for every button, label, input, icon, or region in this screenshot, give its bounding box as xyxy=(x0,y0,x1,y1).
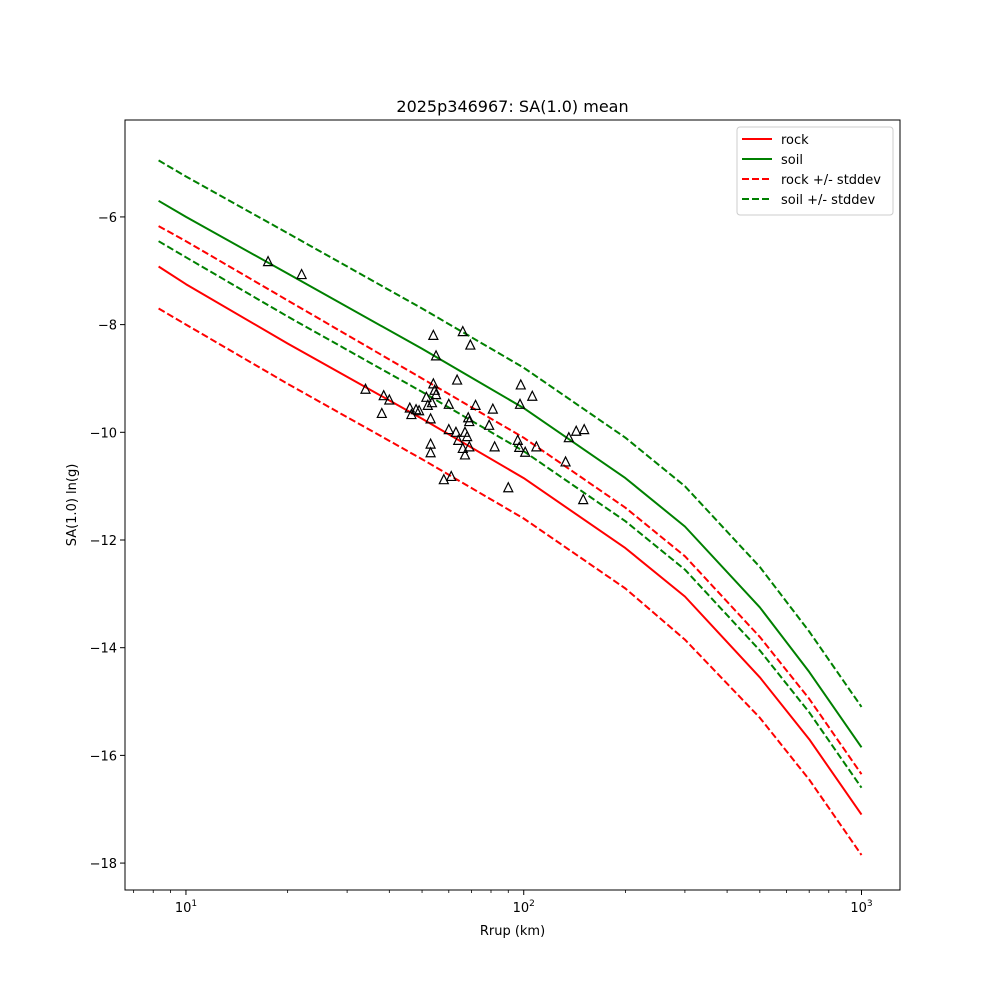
observation-point xyxy=(530,440,542,452)
observation-point xyxy=(425,446,437,458)
observation-point xyxy=(526,389,538,401)
observation-point xyxy=(450,425,462,437)
observation-point xyxy=(560,455,572,467)
observation-point xyxy=(360,382,371,394)
y-tick-label: −12 xyxy=(90,534,117,549)
x-axis-label: Rrup (km) xyxy=(480,924,545,939)
series-line-0 xyxy=(158,265,863,816)
observation-point xyxy=(296,268,308,280)
chart-title: 2025p346967: SA(1.0) mean xyxy=(396,97,628,116)
observation-point xyxy=(502,481,514,493)
legend-label: rock +/- stddev xyxy=(781,173,881,188)
observation-point xyxy=(413,404,425,416)
observation-point xyxy=(443,423,455,435)
observation-point xyxy=(514,397,526,409)
x-axis-ticks: 101 102 103 xyxy=(133,890,873,916)
observation-point xyxy=(430,349,442,361)
observation-point xyxy=(420,390,432,402)
y-tick-label: −18 xyxy=(90,857,117,872)
series-line-1 xyxy=(158,199,863,748)
observation-point xyxy=(410,403,422,415)
observation-point xyxy=(422,399,434,410)
observation-point xyxy=(483,418,495,430)
observation-point xyxy=(452,434,464,445)
observation-point xyxy=(378,389,390,401)
observation-point xyxy=(438,473,450,485)
observation-point xyxy=(463,440,475,452)
series-line-3 xyxy=(158,307,863,856)
observation-point xyxy=(383,393,395,405)
observation-point xyxy=(470,399,482,410)
observation-point xyxy=(489,440,501,452)
y-tick-label: −10 xyxy=(90,426,117,441)
observation-point xyxy=(487,402,499,414)
observation-point xyxy=(513,441,525,452)
observation-point xyxy=(376,407,388,419)
legend-label: rock xyxy=(781,133,809,148)
observation-point xyxy=(426,396,438,408)
y-axis-label: SA(1.0) ln(g) xyxy=(65,464,80,547)
series-line-4 xyxy=(158,159,863,708)
observation-point xyxy=(457,325,469,337)
x-tick-label: 103 xyxy=(850,899,872,916)
observation-points xyxy=(262,255,590,505)
legend-box xyxy=(736,126,894,216)
y-tick-label: −16 xyxy=(90,749,117,764)
observation-point xyxy=(519,445,531,457)
plot-frame xyxy=(124,119,901,891)
observation-point xyxy=(427,329,439,340)
observation-point xyxy=(451,373,463,385)
observation-point xyxy=(463,415,475,427)
y-tick-label: −14 xyxy=(90,642,117,657)
y-tick-label: −8 xyxy=(98,319,117,334)
series-line-5 xyxy=(158,240,863,789)
y-tick-label: −6 xyxy=(98,211,117,226)
legend: rock soil rock +/- stddev soil +/- stddev xyxy=(736,126,894,216)
observation-point xyxy=(461,430,473,442)
observation-point xyxy=(457,442,469,454)
observation-point xyxy=(563,431,575,443)
observation-point xyxy=(570,424,582,436)
x-tick-label: 101 xyxy=(175,899,197,916)
observation-point xyxy=(425,412,437,424)
observation-point xyxy=(262,255,274,267)
observation-point xyxy=(464,338,476,350)
observation-point xyxy=(577,493,589,505)
observation-point xyxy=(429,383,441,395)
legend-label: soil xyxy=(781,153,803,168)
observation-point xyxy=(459,448,471,460)
x-tick-label: 102 xyxy=(513,899,535,916)
legend-label: soil +/- stddev xyxy=(781,193,876,208)
observation-point xyxy=(430,388,442,400)
observation-point xyxy=(578,423,590,435)
observation-point xyxy=(462,411,474,423)
series-layer xyxy=(158,159,863,856)
y-axis-ticks: −6 −8 −10 −12 −14 −16 −18 xyxy=(90,211,125,872)
observation-point xyxy=(443,397,455,409)
observation-point xyxy=(445,470,457,482)
series-line-2 xyxy=(158,225,863,775)
observation-point xyxy=(515,378,527,390)
